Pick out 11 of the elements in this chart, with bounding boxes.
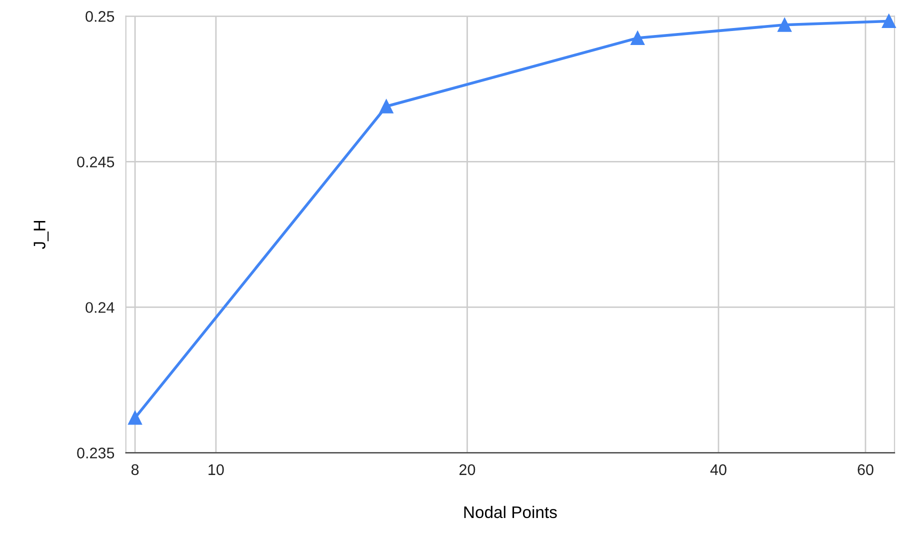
y-tick-label: 0.235 <box>77 448 114 458</box>
y-tick-label: 0.24 <box>86 302 114 313</box>
x-tick-label: 20 <box>459 464 476 476</box>
x-tick-label: 8 <box>131 464 139 476</box>
x-tick-label: 10 <box>208 464 224 476</box>
x-tick-label: 40 <box>710 464 726 476</box>
y-tick-label: 0.25 <box>86 11 114 22</box>
x-tick-label: 60 <box>858 464 874 476</box>
x-axis-title: Nodal Points <box>464 506 557 518</box>
y-axis-title: J_H <box>34 221 49 250</box>
y-tick-label: 0.245 <box>77 156 114 168</box>
